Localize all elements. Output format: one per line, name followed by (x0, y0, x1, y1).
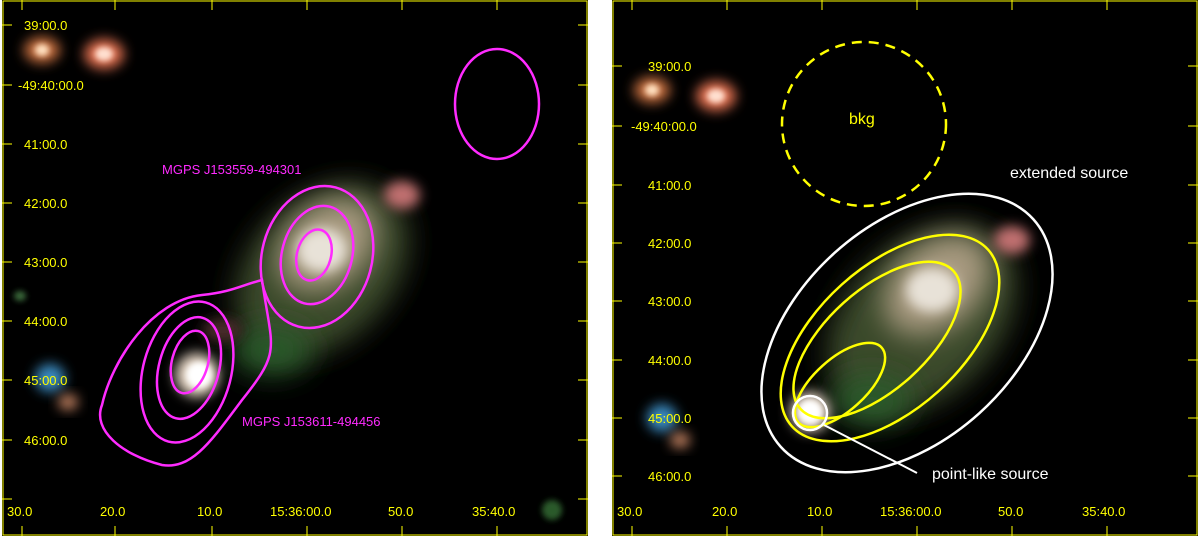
right-image-panel: bkg extended source point-like source 39… (612, 0, 1198, 536)
ra-label: 35:40.0 (472, 504, 515, 519)
image-frame (612, 0, 1198, 536)
dec-label: 41:00.0 (648, 178, 691, 193)
left-image-panel: MGPS J153559-494301 MGPS J153611-494456 … (2, 0, 588, 536)
ra-axis-labels: 30.0 20.0 10.0 15:36:00.0 50.0 35:40.0 (617, 504, 1125, 519)
dec-label: 44:00.0 (648, 353, 691, 368)
source-label-2: MGPS J153611-494456 (242, 414, 381, 429)
point-sources (14, 37, 562, 520)
xray-contours (779, 233, 1001, 443)
beam-ellipse (453, 47, 541, 161)
ra-label: 20.0 (712, 504, 737, 519)
dec-label: 45:00.0 (24, 373, 67, 388)
axis-ticks (612, 0, 1198, 536)
dec-label: 46:00.0 (648, 469, 691, 484)
dec-label: 43:00.0 (648, 294, 691, 309)
background-region (780, 40, 948, 208)
diffuse-emission (827, 225, 1030, 425)
extended-source-label: extended source (1010, 165, 1128, 182)
extended-source-region (760, 192, 1054, 474)
point-like-source-label: point-like source (932, 466, 1049, 483)
source-label-1: MGPS J153559-494301 (162, 162, 301, 177)
dec-label: 39:00.0 (24, 18, 67, 33)
dec-label: -49:40:00.0 (631, 119, 697, 134)
ra-label: 15:36:00.0 (270, 504, 331, 519)
axis-ticks (2, 0, 588, 536)
pointer-line (823, 424, 918, 474)
dec-label: -49:40:00.0 (18, 78, 84, 93)
ra-axis-labels: 30.0 20.0 10.0 15:36:00.0 50.0 35:40.0 (7, 504, 515, 519)
dec-label: 46:00.0 (24, 433, 67, 448)
point-like-source-region (791, 394, 829, 432)
dec-label: 39:00.0 (648, 59, 691, 74)
dec-label: 41:00.0 (24, 137, 67, 152)
ra-label: 15:36:00.0 (880, 504, 941, 519)
right-sky-image: bkg extended source point-like source 39… (612, 0, 1198, 536)
ra-label: 30.0 (7, 504, 32, 519)
ra-label: 35:40.0 (1082, 504, 1125, 519)
left-sky-image: MGPS J153559-494301 MGPS J153611-494456 … (2, 0, 588, 536)
dec-label: 43:00.0 (24, 255, 67, 270)
dec-label: 42:00.0 (24, 196, 67, 211)
bkg-label: bkg (849, 111, 875, 128)
dec-axis-labels: 39:00.0 -49:40:00.0 41:00.0 42:00.0 43:0… (18, 18, 84, 448)
ra-label: 10.0 (197, 504, 222, 519)
dec-axis-labels: 39:00.0 -49:40:00.0 41:00.0 42:00.0 43:0… (631, 59, 697, 484)
radio-contours (98, 184, 375, 467)
dec-label: 44:00.0 (24, 314, 67, 329)
image-frame (2, 0, 588, 536)
ra-label: 30.0 (617, 504, 642, 519)
ra-label: 10.0 (807, 504, 832, 519)
ra-label: 50.0 (388, 504, 413, 519)
ra-label: 20.0 (100, 504, 125, 519)
ra-label: 50.0 (998, 504, 1023, 519)
diffuse-emission (202, 181, 420, 375)
dec-label: 42:00.0 (648, 236, 691, 251)
dec-label: 45:00.0 (648, 411, 691, 426)
